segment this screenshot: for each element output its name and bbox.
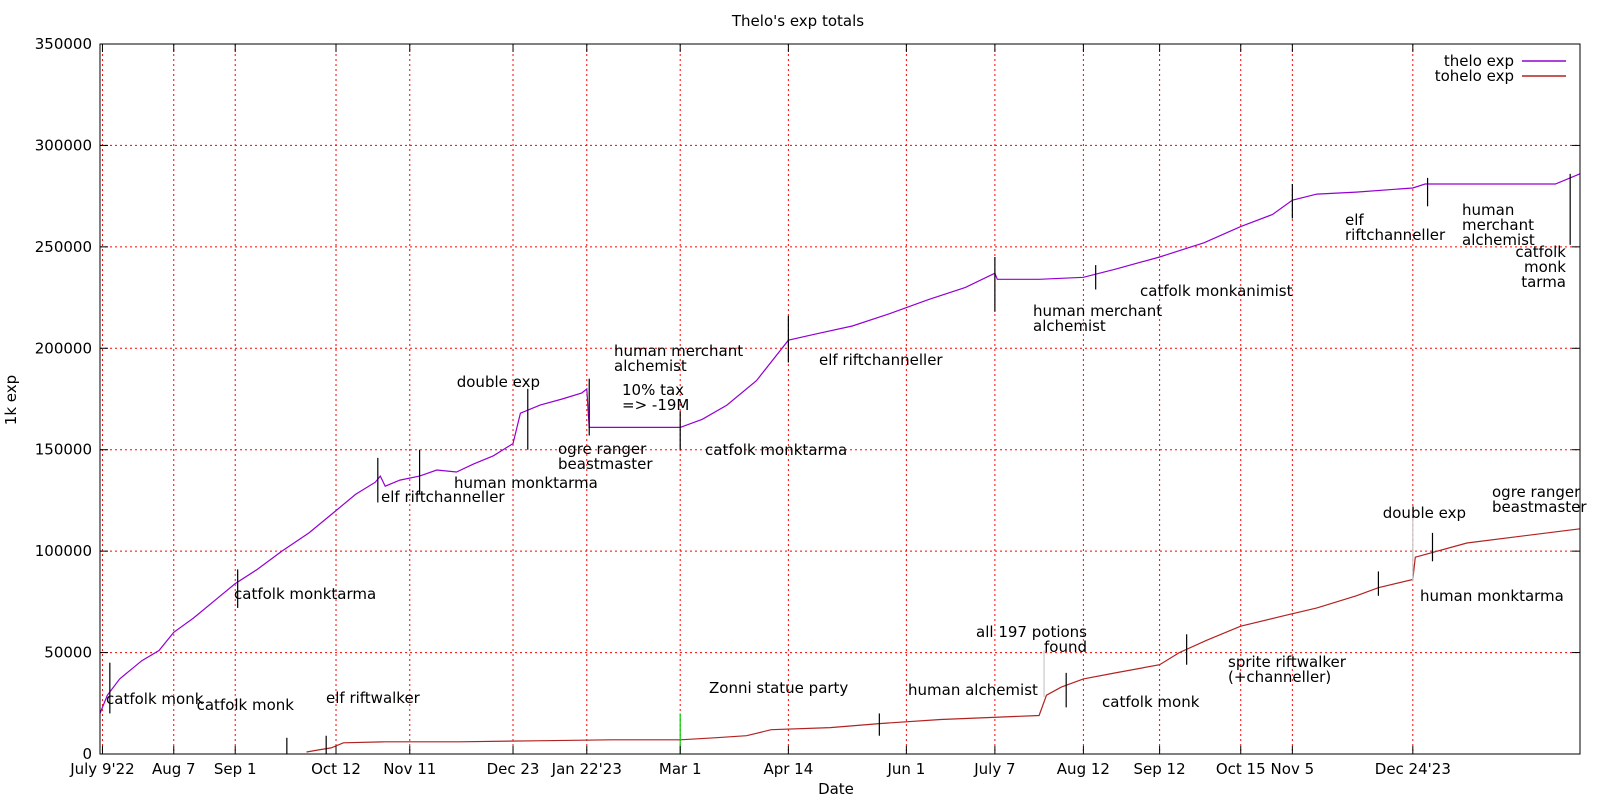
series-line [99,173,1581,714]
annotation-label: catfolk monktarma [705,441,847,459]
annotation-label: ogre ranger [558,440,647,458]
x-tick-label: Aug 7 [152,760,196,778]
annotation-label: double exp [1383,504,1466,522]
annotation-label: human monktarma [1420,587,1564,605]
annotation-label: alchemist [614,357,687,375]
series-lines [99,173,1581,753]
x-tick-label: Aug 12 [1057,760,1110,778]
annotation-label: catfolk monkanimist [1140,282,1293,300]
annotation-label: elf riftchanneller [819,351,943,369]
x-tick-label: Apr 14 [763,760,813,778]
annotation-label: catfolk monk [197,696,295,714]
x-tick-label: July 9'22 [69,760,135,778]
x-tick-label: Oct 15 [1216,760,1266,778]
annotation-label: Zonni statue party [709,679,848,697]
annotation-label: beastmaster [1492,498,1587,516]
annotation-label: catfolk monktarma [234,585,376,603]
annotation-label: alchemist [1033,317,1106,335]
y-tick-label: 200000 [35,339,92,357]
annotation-label: catfolk monk [106,690,204,708]
annotation-label: tarma [1521,273,1566,291]
chart-title: Thelo's exp totals [731,12,864,30]
annotation-label: alchemist [1462,231,1535,249]
y-tick-label: 100000 [35,542,92,560]
x-tick-label: Mar 1 [659,760,702,778]
annotation-label: elf [1345,211,1364,229]
annotation-label: beastmaster [558,455,653,473]
x-tick-label: Oct 12 [311,760,361,778]
x-tick-label: Jan 22'23 [551,760,622,778]
annotation-label: human alchemist [908,681,1038,699]
annotation-label: (+channeller) [1228,668,1331,686]
annotation-label: ogre ranger [1492,483,1581,501]
annotation-label: elf riftchanneller [381,488,505,506]
legend-label: thelo exp [1444,52,1514,70]
annotation-label: elf riftwalker [326,689,421,707]
x-tick-label: Jun 1 [887,760,926,778]
annotation-label: all 197 potions [976,623,1087,641]
series-line [306,528,1581,753]
annotation-label: riftchanneller [1345,226,1446,244]
annotation-label: catfolk monk [1102,693,1200,711]
x-tick-label: July 7 [973,760,1015,778]
y-tick-label: 0 [82,745,92,763]
annotation-label: sprite riftwalker [1228,653,1347,671]
annotation-label: => -19M [622,396,689,414]
x-tick-label: Sep 12 [1134,760,1186,778]
annotation-label: double exp [457,373,540,391]
annotation-label: catfolk [1515,243,1566,261]
annotation-label: human merchant [614,342,743,360]
x-tick-label: Sep 1 [214,760,257,778]
y-tick-label: 50000 [44,644,92,662]
annotation-label: merchant [1462,216,1534,234]
annotation-label: human merchant [1033,302,1162,320]
annotation-label: monk [1524,258,1566,276]
x-tick-label: Nov 5 [1271,760,1315,778]
annotation-label: 10% tax [622,381,684,399]
legend-label: tohelo exp [1435,67,1514,85]
grid [100,44,1580,754]
y-tick-label: 350000 [35,35,92,53]
x-tick-label: Dec 23 [487,760,540,778]
y-axis-label: 1k exp [2,375,20,425]
x-tick-label: Nov 11 [383,760,436,778]
annotation-label: human [1462,201,1514,219]
annotation-label: human monktarma [454,474,598,492]
y-tick-label: 300000 [35,136,92,154]
x-tick-label: Dec 24'23 [1375,760,1451,778]
axis-ticks: 0 50000 100000 150000 200000 250000 300000 3500… [35,35,1580,778]
y-tick-label: 250000 [35,238,92,256]
x-axis-label: Date [818,780,854,798]
y-tick-label: 150000 [35,441,92,459]
plot-frame [99,43,1581,755]
annotation-label: found [1044,638,1087,656]
